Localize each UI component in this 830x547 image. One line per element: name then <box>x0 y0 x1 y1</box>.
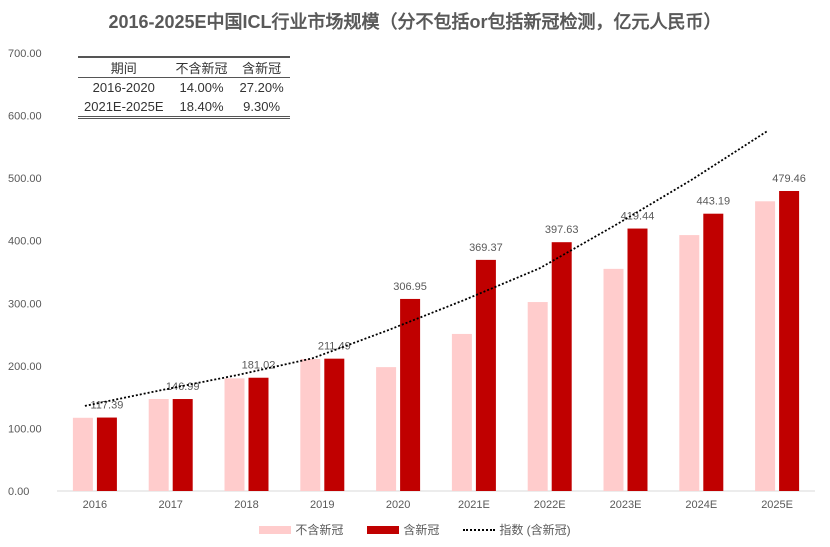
data-label: 443.19 <box>696 196 730 208</box>
y-tick-label: 0.00 <box>8 486 29 498</box>
x-tick-label: 2016 <box>83 499 107 511</box>
bar-incl-covid <box>551 242 572 491</box>
bar-excl-covid <box>376 367 397 491</box>
table-header: 不含新冠 <box>175 61 228 76</box>
x-tick-label: 2019 <box>310 499 334 511</box>
x-tick-label: 2018 <box>234 499 258 511</box>
bar-excl-covid <box>224 378 245 491</box>
y-tick-label: 200.00 <box>8 361 42 373</box>
y-tick-label: 400.00 <box>8 236 42 248</box>
bar-excl-covid <box>679 235 700 491</box>
table-header: 含新冠 <box>242 61 282 76</box>
data-label: 397.63 <box>545 224 579 236</box>
y-tick-label: 500.00 <box>8 173 42 185</box>
bar-excl-covid <box>755 201 776 491</box>
x-tick-label: 2023E <box>610 499 642 511</box>
data-label: 306.95 <box>393 281 427 293</box>
bar-incl-covid <box>324 358 345 491</box>
y-tick-label: 600.00 <box>8 111 42 123</box>
table-header: 期间 <box>110 61 137 76</box>
y-tick-label: 700.00 <box>8 48 42 60</box>
bar-excl-covid <box>300 358 321 491</box>
x-tick-label: 2021E <box>458 499 490 511</box>
table-row: 2016-2020 14.00% 27.20% <box>78 78 290 98</box>
legend-label: 含新冠 <box>403 523 440 537</box>
table-cell: 9.30% <box>243 99 281 114</box>
legend-item: 含新冠 <box>367 521 439 538</box>
table-cell: 18.40% <box>179 99 224 114</box>
y-tick-label: 300.00 <box>8 298 42 310</box>
bar-incl-covid <box>779 190 800 491</box>
legend-swatch <box>259 525 292 534</box>
data-label: 419.44 <box>621 211 655 223</box>
data-label: 479.46 <box>772 173 806 185</box>
x-tick-label: 2020 <box>386 499 410 511</box>
x-tick-label: 2024E <box>685 499 717 511</box>
x-tick-label: 2025E <box>761 499 793 511</box>
bar-incl-covid <box>96 417 117 491</box>
bar-excl-covid <box>72 417 93 491</box>
bar-incl-covid <box>627 228 648 491</box>
table-row: 2021E-2025E 18.40% 9.30% <box>78 97 290 118</box>
x-tick-label: 2022E <box>534 499 566 511</box>
bar-incl-covid <box>172 399 193 491</box>
legend-label: 指数 (含新冠) <box>499 523 571 537</box>
table-cell: 2016-2020 <box>92 80 155 95</box>
bar-incl-covid <box>400 298 421 491</box>
bar-excl-covid <box>527 302 548 491</box>
bar-incl-covid <box>703 213 724 491</box>
table-cell: 2021E-2025E <box>84 99 164 114</box>
trendline <box>84 130 768 407</box>
legend-item: 不含新冠 <box>259 521 343 538</box>
y-tick-label: 100.00 <box>8 423 42 435</box>
legend-label: 不含新冠 <box>295 523 344 537</box>
legend-item: 指数 (含新冠) <box>463 521 571 538</box>
bar-incl-covid <box>475 259 496 491</box>
cagr-table: 期间 不含新冠 含新冠 2016-2020 14.00% 27.20% 2021… <box>78 56 290 119</box>
table-header-row: 期间 不含新冠 含新冠 <box>78 57 290 78</box>
data-label: 211.49 <box>318 341 351 353</box>
bar-excl-covid <box>603 268 624 491</box>
bar-incl-covid <box>248 377 269 491</box>
chart-title: 2016-2025E中国ICL行业市场规模（分不包括or包括新冠检测，亿元人民币… <box>108 12 722 32</box>
data-label: 369.37 <box>469 242 503 254</box>
data-label: 117.39 <box>90 400 123 412</box>
bar-excl-covid <box>148 399 169 491</box>
legend-swatch <box>367 525 400 534</box>
legend: 不含新冠 含新冠 指数 (含新冠) <box>0 521 830 538</box>
bar-excl-covid <box>451 333 472 491</box>
table-cell: 14.00% <box>179 80 224 95</box>
table-cell: 27.20% <box>239 80 284 95</box>
data-label: 146.99 <box>166 381 200 393</box>
legend-swatch <box>463 528 496 531</box>
x-tick-label: 2017 <box>158 499 182 511</box>
